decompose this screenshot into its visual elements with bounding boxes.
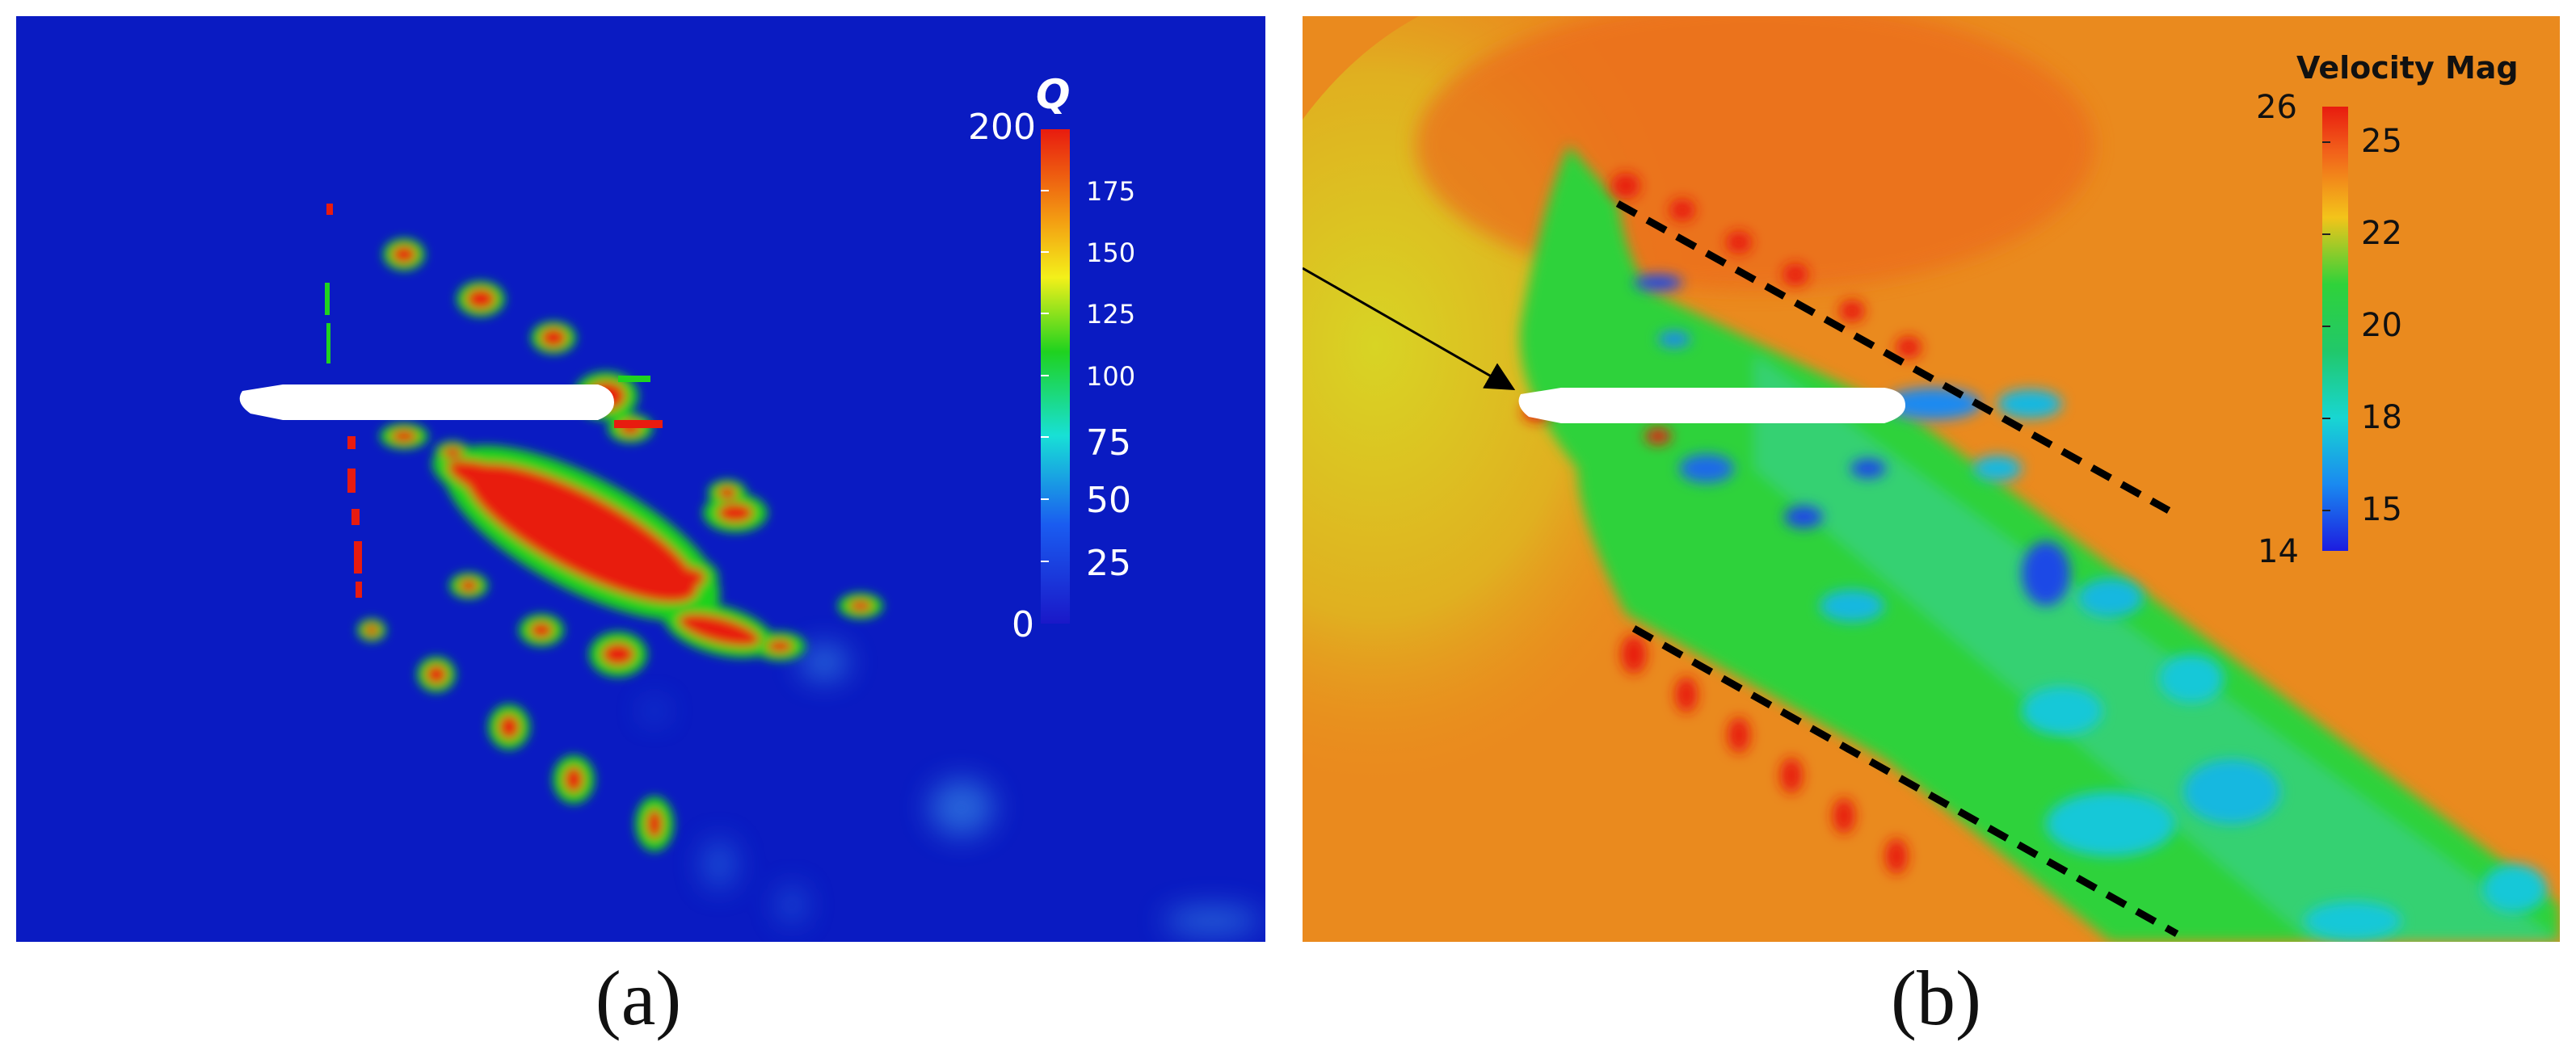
velocity-colorbar-tick-label: 18 [2361,399,2402,436]
q-colorbar-tick-label: 75 [1086,422,1131,464]
velocity-colorbar-tick-label: 22 [2361,215,2402,252]
q-colorbar-tick-label: 100 [1086,361,1136,392]
q-colorbar-tick-label: 175 [1086,176,1136,207]
ship-hull [239,384,614,420]
q-colorbar-min-label: 0 [1012,604,1034,645]
caption-a: (a) [595,955,682,1041]
velocity-colorbar [2322,107,2348,551]
q-colorbar-tick-label: 50 [1086,480,1131,521]
velocity-colorbar-tick-label: 20 [2361,307,2402,344]
velocity-colorbar-max-label: 26 [2256,89,2297,126]
wake-boundary-lower [1631,625,2179,937]
q-colorbar-tick-label: 25 [1086,543,1131,584]
q-colorbar-ticks [1041,190,1049,562]
wake-edge-maxima [1522,173,1921,874]
q-criterion-field [239,129,1261,934]
velocity-magnitude-panel: Velocity Mag 26 14 25 22 20 18 15 [1303,16,2560,942]
wake-boundary-upper [1615,200,2171,514]
q-colorbar-max-label: 200 [968,107,1036,148]
q-colorbar-tick-label: 150 [1086,237,1136,268]
q-colorbar-title: Q [1036,71,1071,118]
faint-wake-structures [643,645,1261,934]
velocity-colorbar-title: Velocity Mag [2296,50,2519,86]
velocity-colorbar-tick-label: 15 [2361,491,2402,528]
q-colorbar-tick-label: 125 [1086,299,1136,330]
low-velocity-patches [1634,275,2547,940]
bow-trail [325,204,663,598]
flow-direction-arrow [1303,267,1516,390]
velocity-colorbar-ticks [2322,141,2330,511]
velocity-field [1303,16,2560,942]
velocity-colorbar-min-label: 14 [2258,533,2299,570]
caption-b: (b) [1891,955,1981,1041]
velocity-colorbar-tick-label: 25 [2361,123,2402,160]
q-criterion-panel: Q 200 0 175 150 125 100 75 50 25 [16,16,1265,942]
ship-hull [1518,388,1905,423]
vortex-structures [357,238,883,851]
